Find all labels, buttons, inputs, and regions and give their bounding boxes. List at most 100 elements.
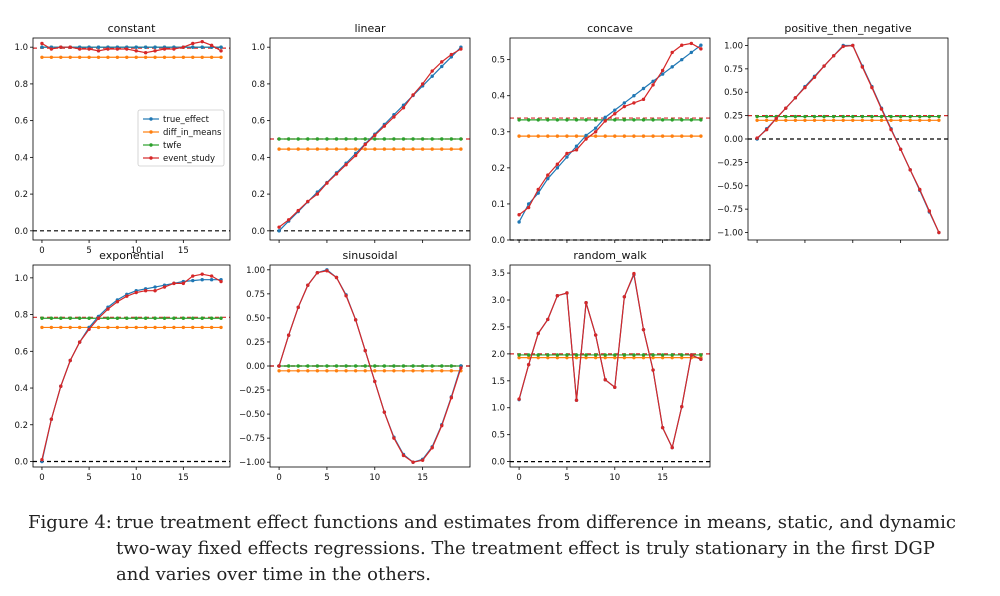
series-diff_in_means <box>517 134 703 138</box>
point-diff_in_means <box>918 118 922 122</box>
axes-frame <box>509 264 711 468</box>
point-diff_in_means <box>641 355 646 360</box>
point-diff_in_means <box>420 147 425 151</box>
point-twfe <box>841 114 845 119</box>
point-diff_in_means <box>764 118 769 122</box>
point-event_study <box>277 225 281 229</box>
point-event_study <box>315 270 320 275</box>
point-event_study <box>449 52 454 57</box>
point-event_study <box>793 96 798 100</box>
point-diff_in_means <box>459 147 463 151</box>
point-diff_in_means <box>49 55 54 59</box>
point-event_study <box>584 301 588 305</box>
y-tick-label: 1.0 <box>14 274 28 284</box>
point-twfe <box>555 118 560 122</box>
point-event_study <box>68 45 72 49</box>
point-diff_in_means <box>555 134 560 138</box>
panel-linear: linear 0.0 0.2 0.4 0.6 0.8 1.0 <box>251 22 471 243</box>
x-tick-label: 5 <box>324 473 329 483</box>
point-event_study <box>689 41 694 46</box>
point-twfe <box>373 364 377 368</box>
point-twfe <box>831 114 836 119</box>
point-diff_in_means <box>59 55 63 59</box>
point-event_study <box>449 396 454 400</box>
point-true_effect <box>603 115 607 120</box>
point-twfe <box>517 353 521 357</box>
point-twfe <box>632 353 636 357</box>
y-tick-label: 0.2 <box>491 164 505 174</box>
point-twfe <box>191 316 195 320</box>
point-diff_in_means <box>181 325 186 330</box>
axes-frame <box>269 264 471 468</box>
point-diff_in_means <box>584 355 588 360</box>
point-diff_in_means <box>908 118 912 122</box>
point-diff_in_means <box>191 325 195 330</box>
point-twfe <box>420 137 425 141</box>
series-line-true_effect <box>41 279 222 462</box>
point-diff_in_means <box>134 55 138 59</box>
point-event_study <box>59 45 63 49</box>
point-true_effect <box>191 278 195 283</box>
point-diff_in_means <box>870 118 874 122</box>
point-twfe <box>286 137 291 141</box>
point-twfe <box>430 364 434 368</box>
legend-marker-twfe <box>149 143 153 147</box>
point-true_effect <box>96 45 101 49</box>
point-diff_in_means <box>651 355 655 360</box>
point-event_study <box>106 47 110 51</box>
point-twfe <box>860 114 865 119</box>
point-twfe <box>382 364 387 368</box>
point-twfe <box>851 114 855 119</box>
point-event_study <box>803 85 807 90</box>
point-twfe <box>574 353 579 357</box>
legend-marker-event_study <box>149 156 153 160</box>
point-event_study <box>699 357 703 361</box>
point-twfe <box>689 118 694 122</box>
point-event_study <box>96 316 101 320</box>
point-diff_in_means <box>651 134 655 138</box>
point-twfe <box>670 118 674 122</box>
series-twfe <box>277 137 463 141</box>
point-event_study <box>937 230 941 235</box>
point-diff_in_means <box>59 325 63 330</box>
point-twfe <box>87 316 91 320</box>
point-true_effect <box>613 108 617 112</box>
panel-concave: concave 0.0 0.1 0.2 0.3 0.4 0.5 <box>491 22 711 246</box>
axes-frame <box>509 37 711 241</box>
point-twfe <box>889 114 893 119</box>
point-diff_in_means <box>860 118 865 122</box>
point-twfe <box>526 353 531 357</box>
point-event_study <box>622 295 627 299</box>
series-line-event_study <box>278 48 462 228</box>
panel-positive_then_negative: positive_then_negative −1.00 −0.75 −0.50 −0.… <box>717 22 949 243</box>
point-event_study <box>181 281 186 286</box>
point-twfe <box>334 137 339 141</box>
y-tick-label: 1.5 <box>491 377 505 387</box>
point-twfe <box>162 316 167 320</box>
series-twfe <box>517 353 703 357</box>
point-twfe <box>49 316 54 320</box>
point-event_study <box>191 274 195 278</box>
y-tick-label: 0.6 <box>251 117 265 127</box>
panel-title: exponential <box>99 249 164 262</box>
point-twfe <box>651 118 655 122</box>
point-twfe <box>440 364 444 368</box>
point-event_study <box>353 153 358 158</box>
point-event_study <box>689 353 694 357</box>
point-diff_in_means <box>831 118 836 122</box>
point-diff_in_means <box>755 118 759 122</box>
y-tick-label: 0.8 <box>14 311 28 321</box>
point-event_study <box>96 49 101 53</box>
point-diff_in_means <box>334 147 339 151</box>
point-twfe <box>879 114 884 119</box>
point-diff_in_means <box>353 369 358 373</box>
y-tick-label: 0.4 <box>14 384 28 394</box>
point-diff_in_means <box>449 369 454 373</box>
series-event_study <box>277 47 463 229</box>
point-event_study <box>841 44 845 49</box>
point-event_study <box>286 218 291 222</box>
point-event_study <box>162 47 167 51</box>
point-twfe <box>803 114 807 119</box>
point-diff_in_means <box>344 369 348 373</box>
